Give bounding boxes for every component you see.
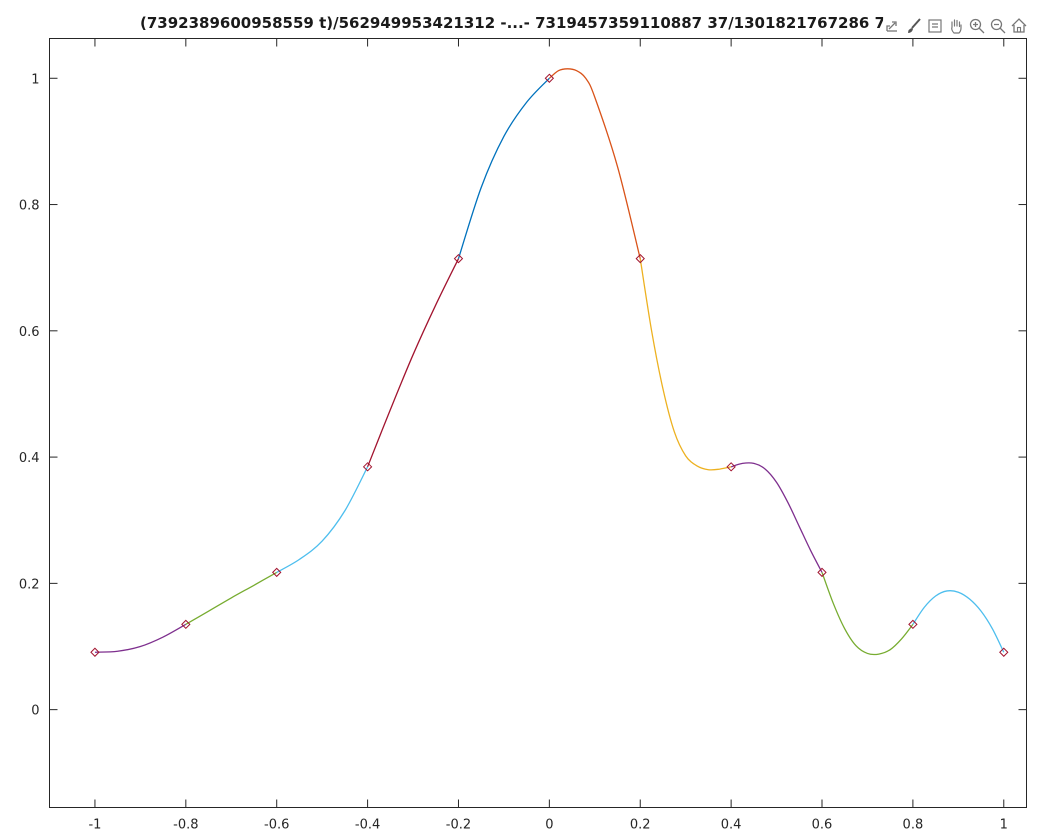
diamond-marker bbox=[726, 462, 736, 472]
diamond-marker bbox=[908, 619, 918, 630]
series-line-7 bbox=[639, 258, 732, 471]
diamond-marker bbox=[272, 567, 282, 578]
x-tick-label: -1 bbox=[88, 818, 101, 832]
axes-box bbox=[49, 38, 1027, 808]
home-icon bbox=[1011, 18, 1027, 33]
series-line-1 bbox=[94, 623, 187, 653]
x-tick-label: 0.6 bbox=[812, 818, 833, 832]
x-tick-label: -0.8 bbox=[173, 818, 198, 832]
y-tick-labels: 0 0.2 0.4 0.6 0.8 1 bbox=[19, 72, 40, 718]
axes-toolbar bbox=[883, 15, 1029, 39]
export-icon bbox=[886, 21, 897, 32]
pan-button[interactable] bbox=[946, 15, 966, 37]
y-tick-label: 0.2 bbox=[19, 577, 40, 592]
diamond-marker bbox=[635, 253, 645, 264]
diamond-marker bbox=[999, 647, 1009, 657]
zoom-out-button[interactable] bbox=[988, 15, 1008, 37]
x-tick-labels: -1 -0.8 -0.6 -0.4 -0.2 0 0.2 0.4 0.6 0.8 1 bbox=[88, 818, 1007, 832]
zoom-in-button[interactable] bbox=[967, 15, 987, 37]
x-tick-label: -0.2 bbox=[446, 818, 471, 832]
datatip-button[interactable] bbox=[925, 15, 945, 37]
brush-button[interactable] bbox=[904, 15, 924, 37]
series-line-10 bbox=[912, 590, 1005, 653]
series-line-2 bbox=[185, 571, 278, 625]
diamond-marker bbox=[181, 619, 191, 630]
datatip-icon bbox=[928, 19, 942, 33]
x-tick-label: 0 bbox=[545, 818, 553, 832]
tick-marks bbox=[49, 38, 1027, 808]
x-tick-label: 1 bbox=[1000, 818, 1008, 832]
diamond-marker bbox=[817, 567, 827, 578]
zoom-out-icon bbox=[990, 18, 1006, 34]
zoom-in-icon bbox=[969, 18, 985, 34]
y-tick-label: 0.6 bbox=[19, 325, 40, 340]
series-line-4 bbox=[366, 258, 460, 468]
series-line-6 bbox=[548, 68, 641, 259]
data-markers bbox=[90, 73, 1009, 657]
y-tick-label: 1 bbox=[31, 72, 39, 87]
y-tick-label: 0 bbox=[31, 704, 39, 719]
pan-icon bbox=[951, 19, 962, 34]
series-line-3 bbox=[276, 466, 369, 573]
x-tick-label: -0.6 bbox=[264, 818, 289, 832]
home-button[interactable] bbox=[1009, 15, 1029, 37]
figure-title-container: (7392389600958559 t)/562949953421312 -..… bbox=[140, 14, 892, 36]
y-tick-label: 0.8 bbox=[19, 199, 40, 214]
brush-icon bbox=[908, 18, 921, 33]
series-lines bbox=[94, 68, 1005, 656]
x-tick-label: 0.8 bbox=[903, 818, 924, 832]
series-line-9 bbox=[821, 572, 914, 656]
x-tick-label: 0.2 bbox=[630, 818, 651, 832]
series-line-5 bbox=[457, 77, 550, 259]
x-tick-label: -0.4 bbox=[355, 818, 380, 832]
diamond-marker bbox=[544, 73, 555, 83]
figure-title: (7392389600958559 t)/562949953421312 -..… bbox=[140, 14, 886, 32]
diamond-marker bbox=[90, 647, 100, 657]
series-line-8 bbox=[730, 462, 823, 573]
diamond-marker bbox=[453, 253, 464, 264]
export-button[interactable] bbox=[883, 15, 903, 37]
diamond-marker bbox=[362, 462, 373, 472]
x-tick-label: 0.4 bbox=[721, 818, 742, 832]
y-tick-label: 0.4 bbox=[19, 451, 40, 466]
